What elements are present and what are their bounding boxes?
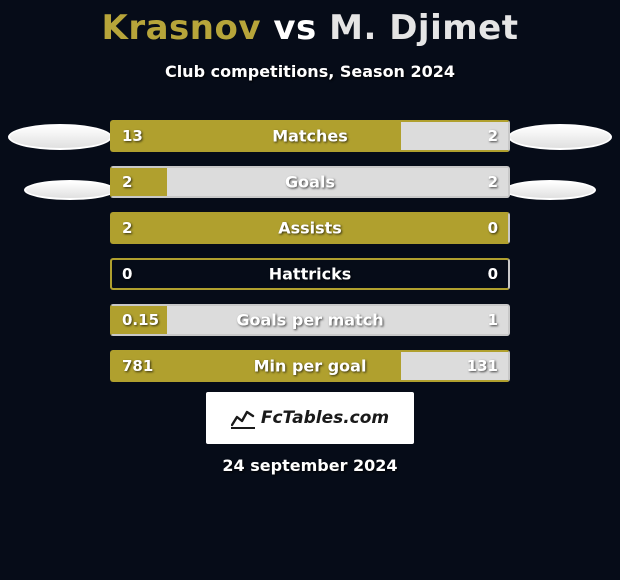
stat-value-right: 0 [488,219,498,237]
brand-icon [231,407,255,429]
stat-metric-label: Goals per match [236,311,383,330]
comparison-title: Krasnov vs M. Djimet [0,0,620,48]
stat-metric-label: Goals [285,173,335,192]
brand-badge: FcTables.com [206,392,414,444]
brand-text: FcTables.com [261,408,389,428]
stat-value-left: 0.15 [122,311,159,329]
stat-row: 2 2 Goals [110,166,510,198]
stat-metric-label: Matches [272,127,348,146]
stat-value-right: 0 [488,265,498,283]
stat-bar-right [167,168,508,196]
stat-value-left: 0 [122,265,132,283]
stat-value-right: 131 [467,357,498,375]
stat-metric-label: Hattricks [269,265,352,284]
player1-badge-placeholder [24,180,116,200]
date-label: 24 september 2024 [0,456,620,475]
player2-photo-placeholder [508,124,612,150]
stat-bar-left [112,122,401,150]
player1-photo-placeholder [8,124,112,150]
stat-value-left: 13 [122,127,143,145]
player1-name: Krasnov [102,8,262,48]
stat-value-right: 1 [488,311,498,329]
stat-value-left: 781 [122,357,153,375]
stat-value-left: 2 [122,219,132,237]
stat-bar-left [112,168,167,196]
subtitle: Club competitions, Season 2024 [0,62,620,81]
player2-badge-placeholder [504,180,596,200]
player2-name: M. Djimet [329,8,518,48]
stat-row: 2 0 Assists [110,212,510,244]
stat-row: 0.15 1 Goals per match [110,304,510,336]
stat-value-right: 2 [488,127,498,145]
stat-metric-label: Min per goal [254,357,367,376]
stat-value-right: 2 [488,173,498,191]
stats-chart: 13 2 Matches 2 2 Goals 2 0 Assists 0 0 Hattricks 0.1… [110,120,510,396]
stat-row: 781 131 Min per goal [110,350,510,382]
stat-metric-label: Assists [278,219,342,238]
stat-value-left: 2 [122,173,132,191]
stat-row: 0 0 Hattricks [110,258,510,290]
stat-row: 13 2 Matches [110,120,510,152]
vs-label: vs [273,8,316,48]
